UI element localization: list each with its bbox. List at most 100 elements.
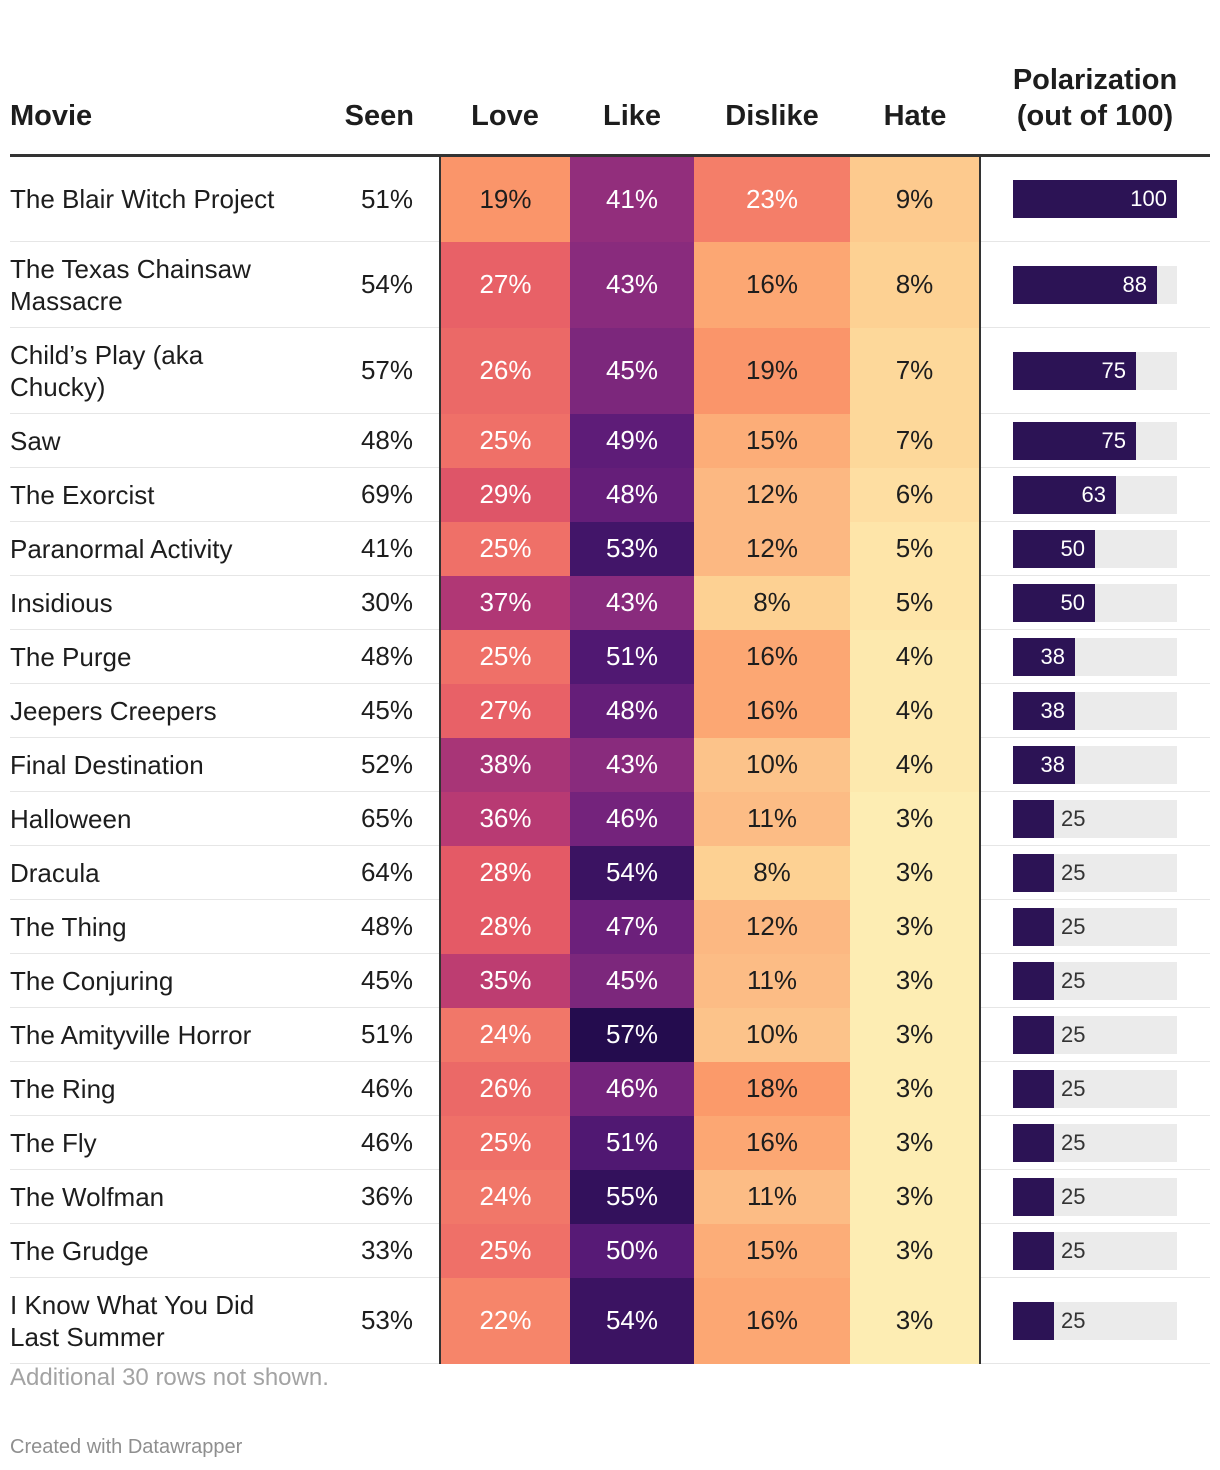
polarization-bar bbox=[1013, 265, 1157, 304]
polarization-bar bbox=[1013, 421, 1136, 460]
polarization-bar bbox=[1013, 1015, 1054, 1054]
cell-polarization: 38 bbox=[980, 629, 1210, 684]
polarization-bar-track: 25 bbox=[1013, 961, 1177, 1000]
cell-hate: 3% bbox=[850, 845, 981, 900]
cell-movie: Jeepers Creepers bbox=[10, 683, 306, 738]
table-row: Jeepers Creepers 45% 27% 48% 16% 4% 38 bbox=[10, 683, 1210, 738]
header-love[interactable]: Love bbox=[440, 0, 570, 157]
cell-dislike: 15% bbox=[694, 413, 850, 468]
polarization-bar-track: 38 bbox=[1013, 637, 1177, 676]
cell-hate: 3% bbox=[850, 953, 981, 1008]
polarization-label: 50 bbox=[1060, 589, 1085, 615]
cell-love: 25% bbox=[439, 1115, 570, 1170]
cell-dislike: 16% bbox=[694, 1277, 850, 1364]
cell-seen: 48% bbox=[306, 899, 440, 954]
cell-seen: 33% bbox=[306, 1223, 440, 1278]
cell-movie: Child’s Play (aka Chucky) bbox=[10, 327, 306, 414]
header-polarization-label: Polarization (out of 100) bbox=[1012, 64, 1178, 132]
table-note: Additional 30 rows not shown. bbox=[10, 1364, 329, 1391]
polarization-bar-track: 63 bbox=[1013, 475, 1177, 514]
cell-dislike: 10% bbox=[694, 737, 850, 792]
cell-polarization: 75 bbox=[980, 327, 1210, 414]
polarization-bar-track: 25 bbox=[1013, 799, 1177, 838]
cell-like: 43% bbox=[570, 575, 694, 630]
cell-like: 55% bbox=[570, 1169, 694, 1224]
cell-seen: 46% bbox=[306, 1115, 440, 1170]
cell-seen: 41% bbox=[306, 521, 440, 576]
polarization-bar bbox=[1013, 1123, 1054, 1162]
credit-link[interactable]: Created with Datawrapper bbox=[10, 1436, 243, 1458]
cell-love: 26% bbox=[439, 327, 570, 414]
cell-seen: 64% bbox=[306, 845, 440, 900]
cell-dislike: 16% bbox=[694, 241, 850, 328]
cell-polarization: 25 bbox=[980, 953, 1210, 1008]
table-row: Final Destination 52% 38% 43% 10% 4% 38 bbox=[10, 737, 1210, 792]
polarization-bar-track: 25 bbox=[1013, 1015, 1177, 1054]
polarization-label: 63 bbox=[1081, 481, 1106, 507]
cell-love: 35% bbox=[439, 953, 570, 1008]
table-row: The Fly 46% 25% 51% 16% 3% 25 bbox=[10, 1115, 1210, 1170]
cell-dislike: 16% bbox=[694, 629, 850, 684]
polarization-label: 75 bbox=[1101, 427, 1126, 453]
cell-hate: 3% bbox=[850, 1169, 981, 1224]
cell-hate: 4% bbox=[850, 737, 981, 792]
cell-love: 25% bbox=[439, 1223, 570, 1278]
cell-polarization: 63 bbox=[980, 467, 1210, 522]
header-like[interactable]: Like bbox=[570, 0, 694, 157]
cell-like: 54% bbox=[570, 1277, 694, 1364]
cell-dislike: 8% bbox=[694, 575, 850, 630]
cell-polarization: 25 bbox=[980, 1169, 1210, 1224]
polarization-bar-track: 25 bbox=[1013, 1177, 1177, 1216]
polarization-bar bbox=[1013, 351, 1136, 390]
table-row: The Ring 46% 26% 46% 18% 3% 25 bbox=[10, 1061, 1210, 1116]
polarization-bar bbox=[1013, 853, 1054, 892]
table-row: Dracula 64% 28% 54% 8% 3% 25 bbox=[10, 845, 1210, 900]
cell-dislike: 10% bbox=[694, 1007, 850, 1062]
cell-dislike: 11% bbox=[694, 1169, 850, 1224]
cell-hate: 4% bbox=[850, 683, 981, 738]
table-row: The Amityville Horror 51% 24% 57% 10% 3% 25 bbox=[10, 1007, 1210, 1062]
cell-like: 51% bbox=[570, 1115, 694, 1170]
cell-like: 45% bbox=[570, 327, 694, 414]
table-row: The Blair Witch Project 51% 19% 41% 23% 9% 100 bbox=[10, 155, 1210, 242]
cell-like: 50% bbox=[570, 1223, 694, 1278]
cell-like: 48% bbox=[570, 467, 694, 522]
cell-polarization: 25 bbox=[980, 1115, 1210, 1170]
cell-hate: 3% bbox=[850, 899, 981, 954]
polarization-bar-track: 25 bbox=[1013, 853, 1177, 892]
cell-seen: 30% bbox=[306, 575, 440, 630]
cell-like: 51% bbox=[570, 629, 694, 684]
cell-love: 27% bbox=[439, 683, 570, 738]
cell-hate: 3% bbox=[850, 791, 981, 846]
header-movie[interactable]: Movie bbox=[10, 0, 306, 157]
polarization-label: 25 bbox=[1061, 1237, 1086, 1263]
cell-hate: 9% bbox=[850, 155, 981, 242]
cell-like: 53% bbox=[570, 521, 694, 576]
cell-dislike: 12% bbox=[694, 521, 850, 576]
cell-love: 24% bbox=[439, 1169, 570, 1224]
cell-hate: 6% bbox=[850, 467, 981, 522]
cell-hate: 7% bbox=[850, 413, 981, 468]
cell-seen: 45% bbox=[306, 683, 440, 738]
header-seen[interactable]: Seen bbox=[306, 0, 440, 157]
polarization-bar bbox=[1013, 1231, 1054, 1270]
polarization-bar bbox=[1013, 961, 1054, 1000]
cell-like: 49% bbox=[570, 413, 694, 468]
polarization-label: 25 bbox=[1061, 1129, 1086, 1155]
header-dislike[interactable]: Dislike bbox=[694, 0, 850, 157]
cell-polarization: 25 bbox=[980, 791, 1210, 846]
table-row: The Grudge 33% 25% 50% 15% 3% 25 bbox=[10, 1223, 1210, 1278]
header-polarization[interactable]: Polarization (out of 100) bbox=[980, 0, 1210, 157]
cell-hate: 4% bbox=[850, 629, 981, 684]
cell-dislike: 8% bbox=[694, 845, 850, 900]
cell-love: 25% bbox=[439, 629, 570, 684]
cell-movie: Final Destination bbox=[10, 737, 306, 792]
table-row: Child’s Play (aka Chucky) 57% 26% 45% 19% 7% 7… bbox=[10, 327, 1210, 414]
header-hate[interactable]: Hate bbox=[850, 0, 980, 157]
cell-like: 48% bbox=[570, 683, 694, 738]
cell-like: 43% bbox=[570, 241, 694, 328]
cell-hate: 3% bbox=[850, 1277, 981, 1364]
table-row: The Exorcist 69% 29% 48% 12% 6% 63 bbox=[10, 467, 1210, 522]
cell-polarization: 38 bbox=[980, 737, 1210, 792]
cell-hate: 3% bbox=[850, 1115, 981, 1170]
